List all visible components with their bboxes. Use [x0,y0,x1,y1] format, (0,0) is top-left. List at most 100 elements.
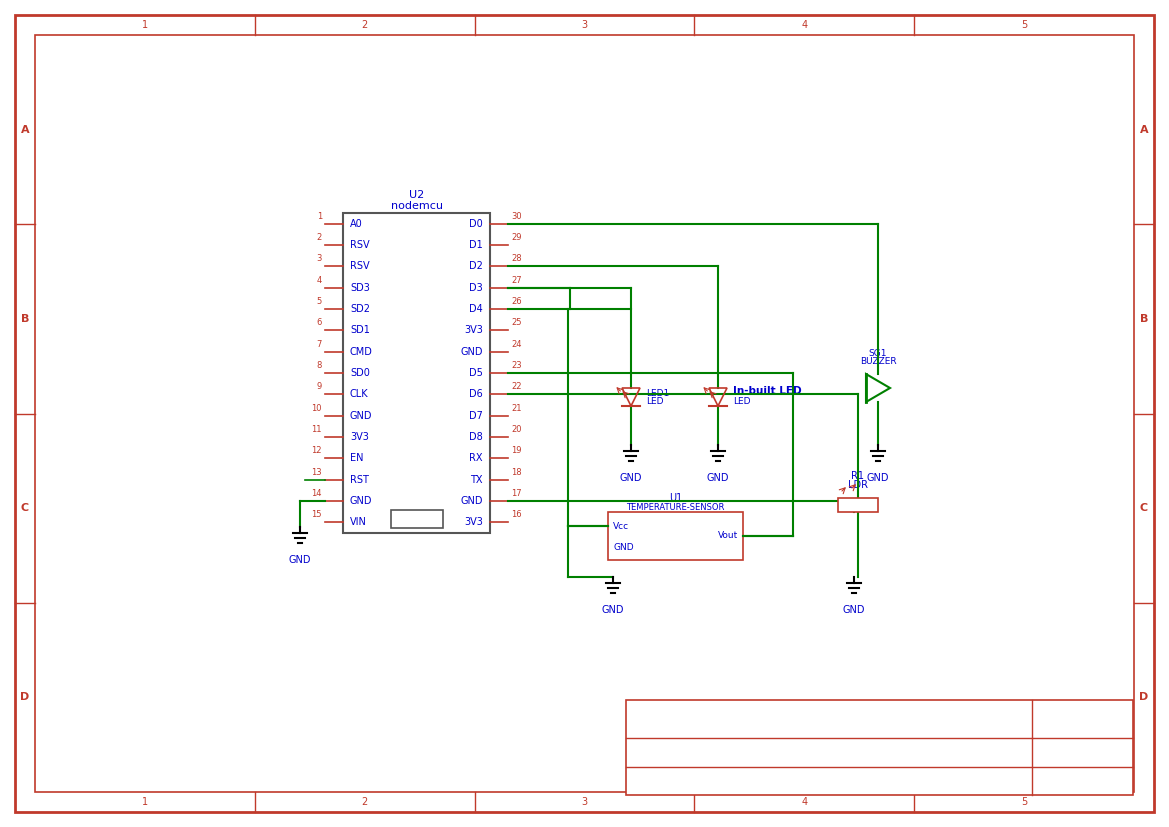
Text: REV:  1.0: REV: 1.0 [1058,714,1107,724]
Text: D3: D3 [469,283,483,293]
Text: 2: 2 [317,233,321,242]
Text: B: B [21,314,29,324]
Text: GND: GND [602,605,624,615]
Text: 26: 26 [511,297,521,306]
Text: CMD: CMD [350,347,373,356]
Text: 5: 5 [1021,797,1028,807]
Bar [343,213,490,533]
Text: 4: 4 [317,275,321,284]
Text: GND: GND [461,347,483,356]
Text: 2: 2 [361,797,368,807]
Text: LED: LED [646,398,664,407]
Text: D4: D4 [469,304,483,314]
Text: D1: D1 [469,240,483,250]
Text: TX: TX [470,475,483,485]
Text: C: C [1140,503,1148,513]
Text: 25: 25 [511,318,521,327]
Text: Date:   2020-05-23: Date: 2020-05-23 [634,776,727,786]
Text: 1: 1 [317,212,321,221]
Text: RX: RX [470,453,483,463]
Text: RST: RST [350,475,369,485]
Text: GND: GND [843,605,865,615]
Text: In-built LED: In-built LED [733,386,802,396]
Text: 9: 9 [317,382,321,391]
Text: D0: D0 [469,218,483,229]
Text: SD0: SD0 [350,368,369,378]
Text: Satellite NodeMCU: Satellite NodeMCU [748,711,909,726]
Text: B: B [1140,314,1148,324]
Text: 19: 19 [511,447,521,456]
Text: 3V3: 3V3 [464,325,483,335]
Text: 28: 28 [511,255,521,263]
Text: GND: GND [866,473,890,484]
Text: D6: D6 [469,390,483,399]
Text: D8: D8 [469,432,483,442]
Text: D: D [20,692,29,702]
Bar [390,510,443,528]
Text: nodemcu: nodemcu [390,201,443,211]
Text: 4: 4 [801,20,808,30]
Text: 1: 1 [141,20,148,30]
Text: 3V3: 3V3 [464,518,483,528]
Text: D2: D2 [469,261,483,271]
Text: Drawn By:  MandraSaptak: Drawn By: MandraSaptak [803,776,931,786]
Text: 16: 16 [511,510,521,519]
Text: CLK: CLK [350,390,368,399]
Text: 11: 11 [311,425,321,434]
Text: 13: 13 [311,467,321,476]
Text: TITLE:: TITLE: [634,705,664,715]
Text: LED1: LED1 [646,389,669,398]
Text: RSV: RSV [350,240,369,250]
Text: GND: GND [620,473,642,484]
Text: 5: 5 [317,297,321,306]
Text: LDR: LDR [848,480,869,490]
Text: 7: 7 [317,340,321,349]
Text: 27: 27 [511,275,521,284]
Text: GND: GND [461,496,483,506]
Text: U1: U1 [669,493,683,503]
Text: D: D [1140,692,1149,702]
Text: 14: 14 [311,489,321,498]
Text: 1: 1 [141,797,148,807]
Text: GND: GND [350,496,373,506]
Text: Vout: Vout [718,532,738,541]
Text: 10: 10 [311,404,321,413]
Text: 17: 17 [511,489,521,498]
Text: Company:: Company: [634,748,683,758]
Text: A: A [21,125,29,135]
Bar [627,700,1133,795]
Text: GND: GND [350,411,373,421]
Text: 6: 6 [317,318,321,327]
Text: RSV: RSV [350,261,369,271]
Text: U2: U2 [409,190,424,200]
Text: 24: 24 [511,340,521,349]
Text: VIN: VIN [350,518,367,528]
Text: A0: A0 [350,218,362,229]
Text: 23: 23 [511,361,521,370]
Bar [608,512,743,560]
Text: D7: D7 [469,411,483,421]
Text: 30: 30 [511,212,521,221]
Text: GND: GND [289,556,311,566]
Text: LED: LED [733,396,750,405]
Text: 18: 18 [511,467,521,476]
Text: SG1: SG1 [869,349,887,358]
Text: 12: 12 [311,447,321,456]
Text: Vcc: Vcc [613,522,629,531]
Text: 29: 29 [511,233,521,242]
Text: 22: 22 [511,382,521,391]
Text: SD1: SD1 [350,325,369,335]
Text: TEMPERATURE-SENSOR: TEMPERATURE-SENSOR [627,503,725,512]
Text: SD2: SD2 [350,304,371,314]
Text: 5: 5 [1021,20,1028,30]
Text: R1: R1 [851,471,865,481]
Bar [838,498,878,512]
Text: 8: 8 [317,361,321,370]
Text: 20: 20 [511,425,521,434]
Text: BUZZER: BUZZER [859,357,897,366]
Text: 3V3: 3V3 [350,432,369,442]
Text: SD3: SD3 [350,283,369,293]
Text: GND: GND [707,473,729,484]
Text: 2: 2 [361,20,368,30]
Text: 3: 3 [581,797,588,807]
